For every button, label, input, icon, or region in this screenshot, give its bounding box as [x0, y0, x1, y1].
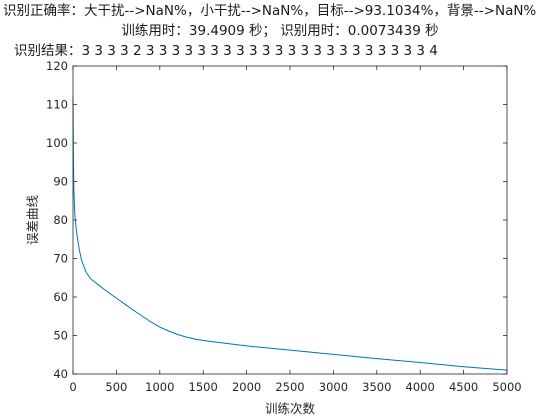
x-tick-label: 2500 [275, 380, 304, 394]
y-axis-label: 误差曲线 [25, 195, 40, 246]
y-tick-label: 80 [53, 213, 68, 227]
x-axis-label: 训练次数 [265, 401, 316, 416]
x-tick-label: 4000 [406, 380, 435, 394]
x-tick-label: 1500 [189, 380, 218, 394]
y-tick-label: 50 [53, 329, 68, 343]
x-tick-label: 500 [105, 380, 127, 394]
x-tick-label: 0 [69, 380, 76, 394]
y-tick-label: 110 [46, 98, 68, 112]
y-tick-label: 70 [53, 252, 68, 266]
x-tick-label: 3000 [319, 380, 348, 394]
x-tick-label: 1000 [145, 380, 174, 394]
x-tick-label: 4500 [449, 380, 478, 394]
plot-area-background [73, 66, 507, 374]
x-tick-label: 5000 [492, 380, 521, 394]
y-tick-label: 120 [46, 59, 68, 73]
y-tick-label: 60 [53, 290, 68, 304]
x-tick-label: 2000 [232, 380, 261, 394]
y-tick-label: 40 [53, 367, 68, 381]
y-tick-label: 100 [46, 136, 68, 150]
x-tick-label: 3500 [362, 380, 391, 394]
y-tick-label: 90 [53, 175, 68, 189]
